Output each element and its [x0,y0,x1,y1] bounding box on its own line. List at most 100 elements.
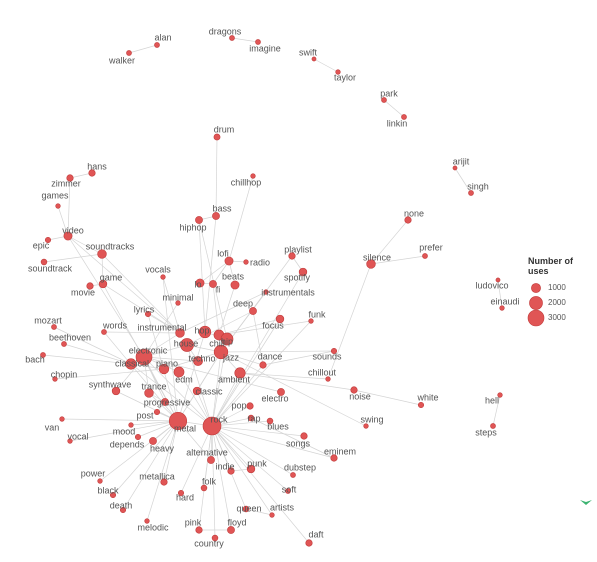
legend-circle [531,283,541,293]
edge [353,389,422,406]
edge [211,320,312,427]
node [195,216,203,224]
edge [215,136,218,217]
node [350,386,358,394]
node [285,488,291,494]
edge [211,425,289,492]
node-label: edm [175,374,193,384]
node [173,366,185,378]
edge [43,253,103,263]
edge [231,37,259,43]
edge [143,356,213,427]
edge [115,390,179,422]
node [497,392,503,398]
edge [497,279,503,309]
node-label: dragons [209,26,242,36]
node-label: lofi [217,248,229,258]
edge [163,351,222,370]
node-label: hans [87,161,107,171]
logo [580,500,592,505]
edge [67,235,145,358]
node [213,133,221,141]
edge [211,364,264,427]
node-label: trance [141,381,166,391]
node-label: post [136,410,154,420]
node [305,539,313,547]
edge [143,302,179,358]
node [158,363,170,375]
node-label: funk [308,309,326,319]
node [255,39,261,45]
node [417,401,425,409]
node [180,338,194,352]
node-label: swift [299,47,317,57]
edge [146,420,179,522]
node [40,352,46,358]
node-label: hard [176,492,194,502]
node [495,277,501,283]
node-label: lyrics [134,304,155,314]
legend: Number of uses 1000 2000 3000 [527,256,574,327]
node-label: playlist [284,244,312,254]
node-label: techno [188,353,215,363]
node-label: minimal [162,292,193,302]
node [153,408,161,416]
edge [67,235,103,255]
node [213,344,229,360]
node [325,376,331,382]
node [97,249,107,259]
edge [103,331,179,422]
edge [239,372,355,391]
node [209,280,217,288]
node [288,252,296,260]
node-label: electro [261,393,288,403]
node [227,526,235,534]
node-label: punk [247,458,267,468]
node-label: epic [33,240,50,250]
edge [262,350,335,366]
edge [220,350,335,353]
edge [211,425,273,516]
edge [180,425,213,494]
edge [211,351,222,427]
node-label: progressive [144,397,191,407]
legend-circle [527,309,545,327]
node-label: dubstep [284,462,316,472]
node [363,423,369,429]
node-label: classical [115,358,149,368]
node-label: vocal [67,431,88,441]
node [134,433,142,441]
edge [162,276,179,422]
node [202,416,222,436]
edge [211,425,247,510]
edge [162,276,181,334]
node-label: death [110,500,133,510]
edge [211,425,335,459]
node-label: hip [221,336,233,346]
node [59,416,65,422]
edge [69,420,179,442]
node [40,258,48,266]
node [52,376,58,382]
edge [218,284,236,336]
edge [211,372,241,427]
node [125,358,137,370]
node [192,386,202,396]
edge [211,425,252,470]
node-label: electronic [129,345,168,355]
node-label: silence [363,252,391,262]
node [61,341,67,347]
node [175,328,185,338]
node-label: noise [349,391,371,401]
edge [67,177,71,237]
node [144,518,150,524]
edge [101,253,181,334]
node-label: spotify [284,272,311,282]
edge [101,253,104,285]
node [330,347,338,355]
node-label: pink [185,517,202,527]
node [468,190,474,196]
node-label: movie [71,287,95,297]
legend-label: 2000 [548,298,566,307]
node [499,305,505,311]
